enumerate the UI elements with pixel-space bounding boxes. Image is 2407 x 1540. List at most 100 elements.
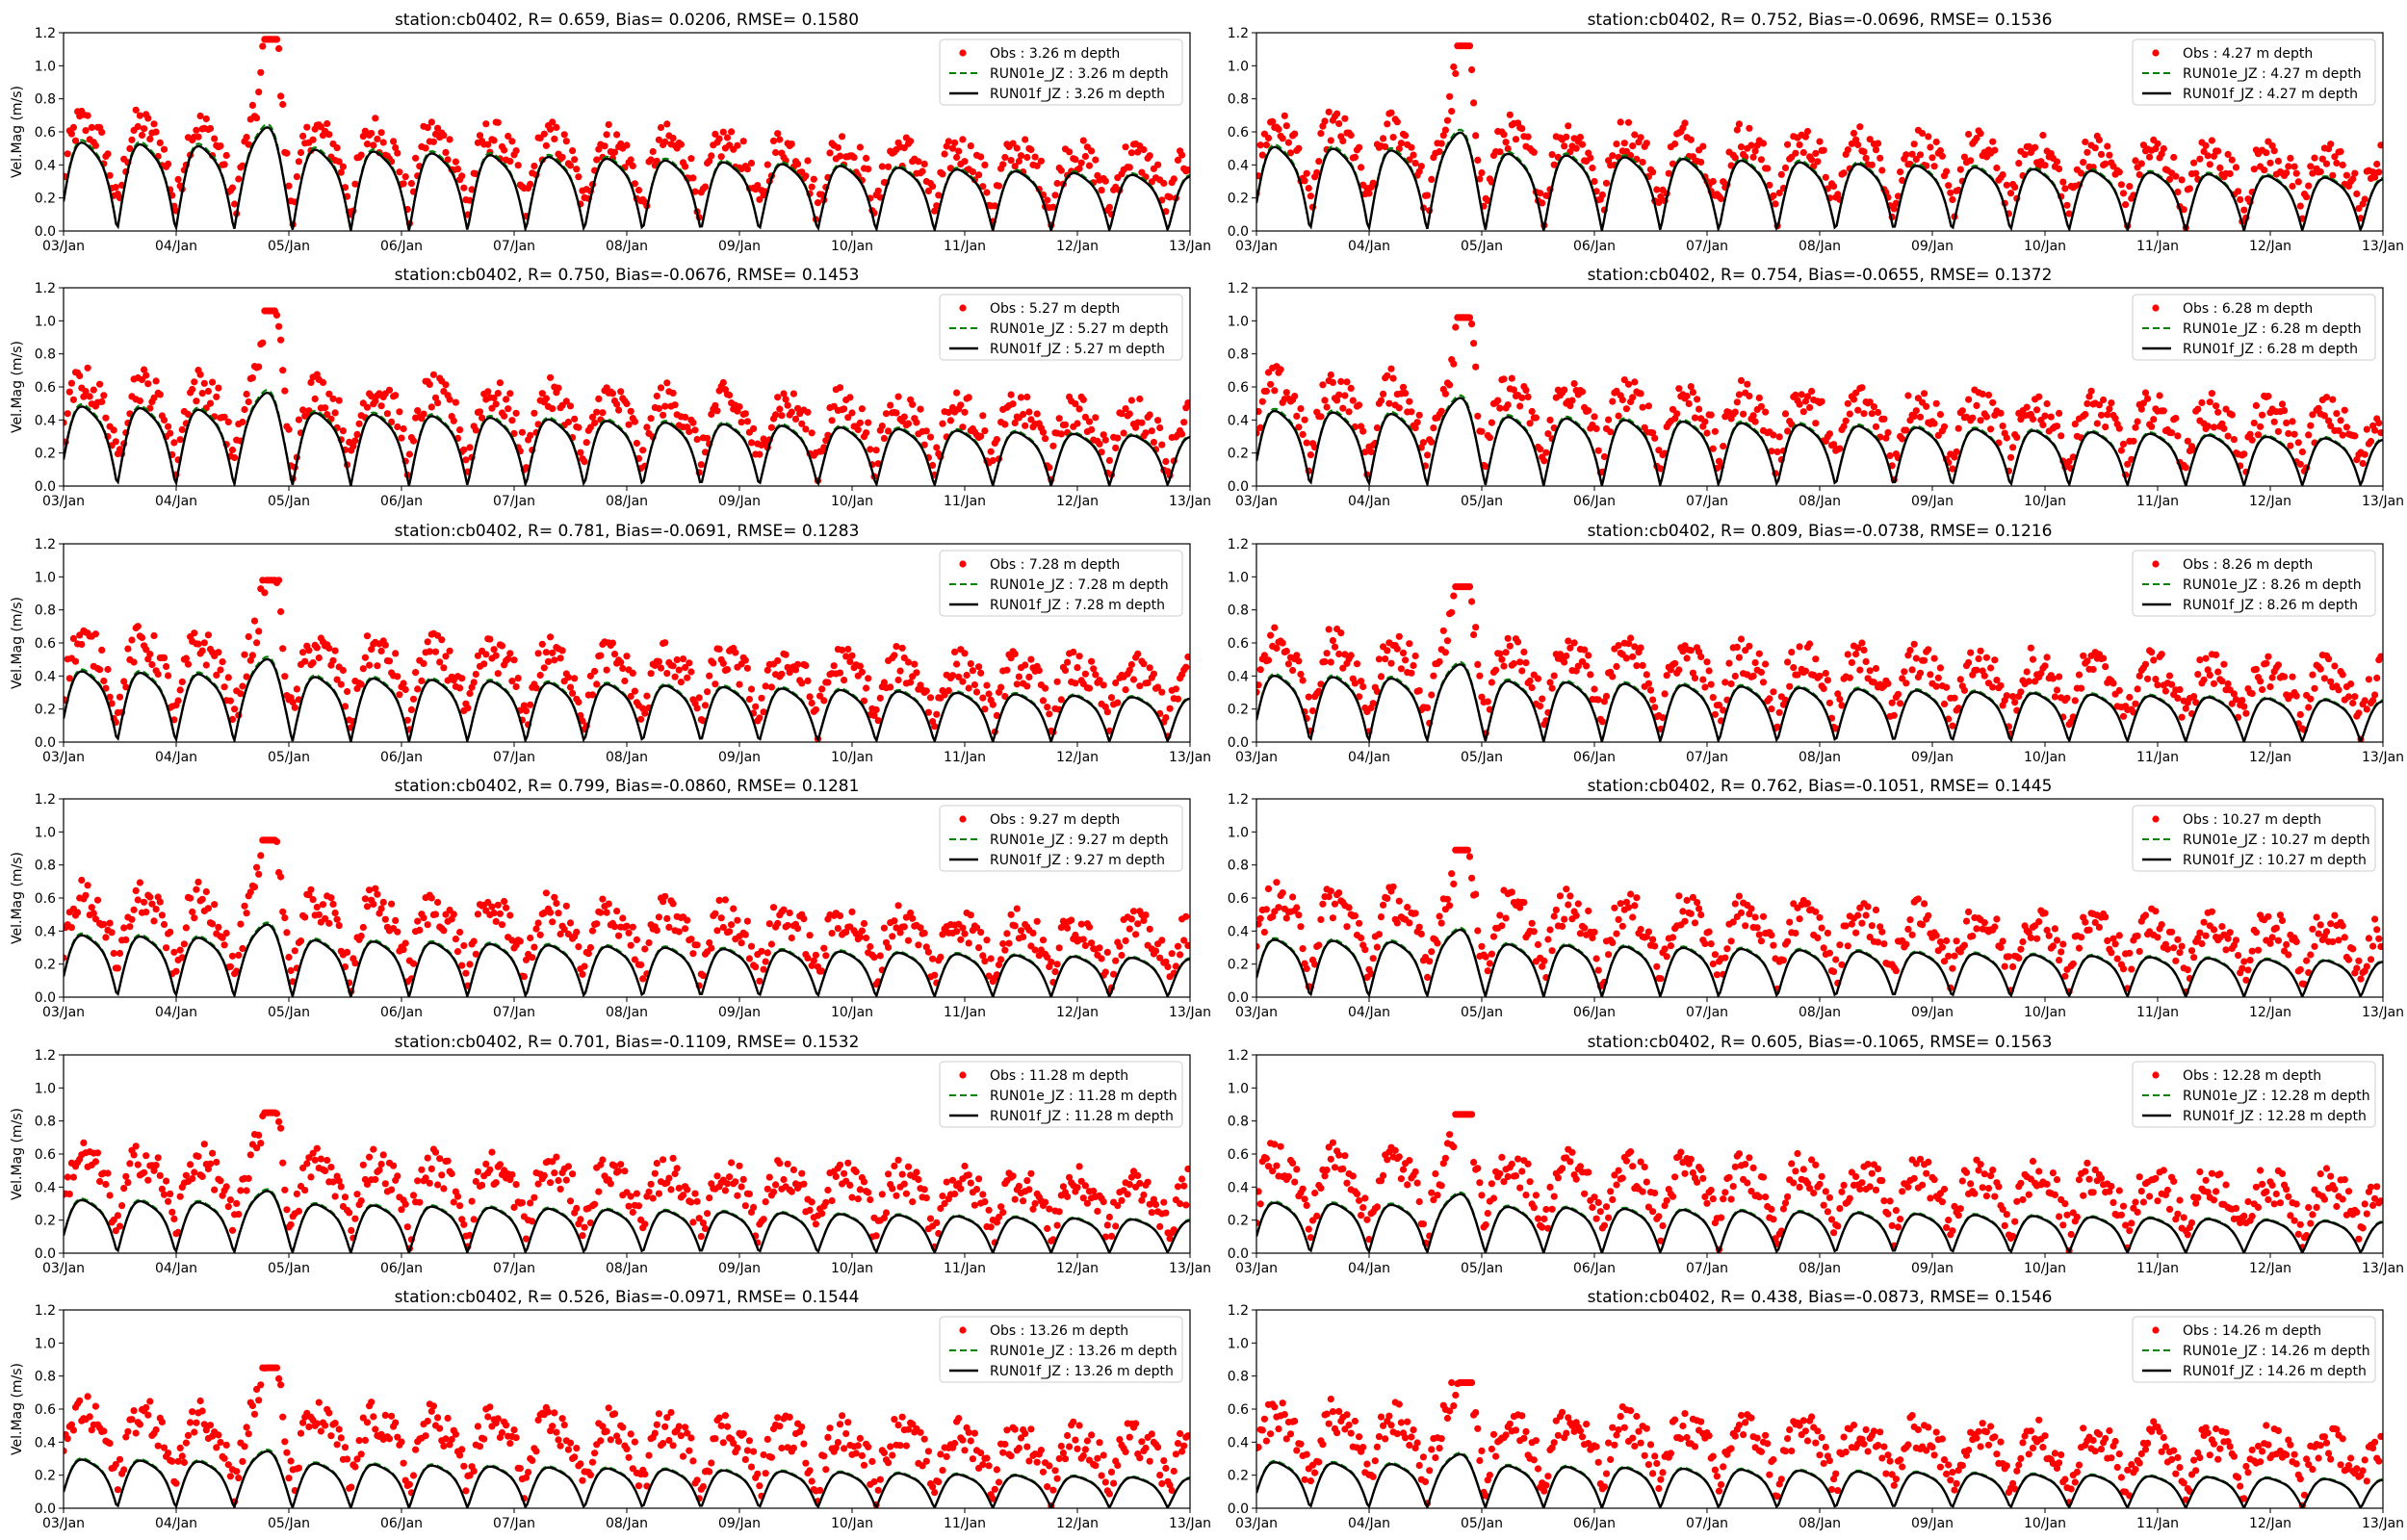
obs-point [1594,447,1602,454]
obs-point [2226,169,2234,178]
obs-point [540,130,548,138]
obs-point [1691,414,1699,422]
obs-point [152,1162,160,1169]
chart-title: station:cb0402, R= 0.701, Bias=-0.1109, … [395,1033,860,1052]
obs-point [215,649,222,656]
y-tick-label: 0.2 [35,958,56,973]
chart-title: station:cb0402, R= 0.754, Bias=-0.0655, … [1588,266,2053,285]
obs-series [1256,583,2383,742]
obs-point [1856,904,1864,911]
obs-point [2172,172,2180,180]
obs-point [520,973,529,981]
obs-point [1546,679,1554,686]
obs-point [1275,125,1282,133]
obs-point [1510,386,1517,394]
obs-point [1025,408,1033,416]
obs-point [325,390,333,398]
obs-point [975,663,983,671]
obs-point [1679,908,1687,915]
obs-point [1079,396,1087,403]
obs-point [836,669,844,677]
obs-point [429,138,437,145]
obs-point [1866,934,1874,941]
obs-point [1570,639,1578,647]
legend-run01f-label: RUN01f_JZ : 6.28 m depth [2183,342,2358,357]
obs-point [961,930,969,937]
obs-point [564,674,573,681]
obs-point [780,390,788,398]
obs-point [520,702,529,709]
obs-point [176,686,184,694]
obs-point [167,928,174,937]
obs-point [1520,648,1528,656]
obs-point [293,685,300,693]
x-tick-label: 08/Jan [606,239,648,254]
x-tick-label: 06/Jan [1573,1005,1616,1020]
obs-point [581,962,588,970]
obs-point [1818,398,1825,405]
obs-point [1127,397,1135,404]
obs-point [167,429,174,437]
obs-point [2019,937,2027,946]
obs-point [655,404,663,412]
obs-point [1816,138,1824,145]
obs-point [2218,923,2226,931]
obs-point [1798,391,1805,398]
obs-point [798,680,806,687]
obs-point [863,684,870,692]
obs-point [1620,376,1628,384]
obs-point [1683,392,1691,400]
obs-point [1943,937,1951,945]
obs-point [613,131,621,139]
obs-point [291,704,298,711]
obs-point [1313,168,1321,176]
obs-point [846,657,854,666]
obs-point [588,927,597,935]
obs-point [333,915,341,923]
obs-point [2132,700,2139,707]
obs-point [1806,403,1814,411]
obs-point [128,915,136,923]
obs-point [764,949,771,957]
obs-point [1380,390,1387,398]
obs-point [1991,146,1999,154]
obs-point [1605,416,1613,424]
chart-title: station:cb0402, R= 0.752, Bias=-0.0696, … [1588,11,2053,30]
obs-point [1180,419,1188,426]
obs-point [1114,699,1122,706]
obs-point [732,649,739,656]
obs-point [2045,932,2053,939]
obs-point [412,154,420,162]
obs-point [1088,657,1096,665]
obs-point [1711,951,1719,959]
obs-point [1633,662,1641,670]
obs-point [224,1203,232,1211]
obs-point [2150,416,2158,424]
obs-point [2325,655,2333,663]
obs-point [631,180,639,188]
obs-point [2240,703,2248,710]
obs-point [1956,676,1964,683]
obs-point [1315,941,1323,949]
obs-point [436,658,444,666]
obs-point [305,891,313,899]
obs-point [1530,148,1538,156]
obs-point [1411,652,1419,660]
obs-point [1356,401,1363,409]
obs-point [951,648,959,656]
obs-point [882,410,891,418]
obs-point [110,949,117,958]
x-tick-label: 10/Jan [2024,239,2066,254]
obs-point [231,706,239,713]
obs-point [1358,164,1365,171]
obs-point [377,905,385,912]
obs-point [961,158,969,166]
x-tick-label: 13/Jan [1169,494,1211,509]
obs-point [1679,648,1687,655]
obs-point [1156,424,1164,432]
obs-point [1687,136,1695,143]
legend-run01e-label: RUN01e_JZ : 9.27 m depth [990,833,1169,848]
legend-obs-marker [2152,815,2160,823]
obs-point [1098,187,1105,194]
obs-point [409,960,418,967]
